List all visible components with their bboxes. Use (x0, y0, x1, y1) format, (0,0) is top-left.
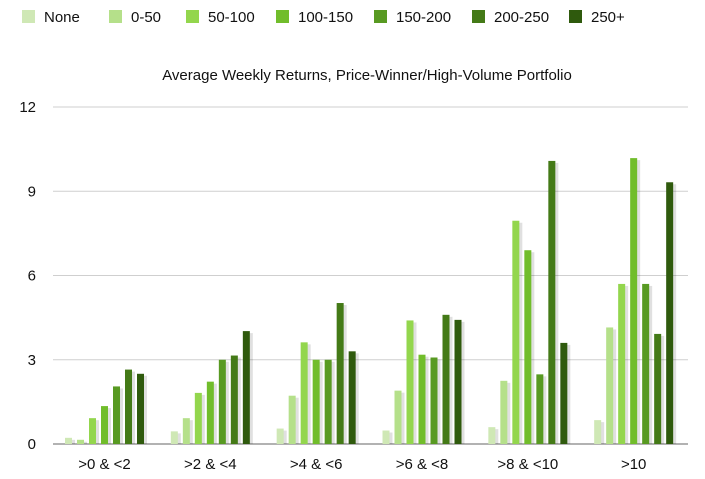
bar (182, 418, 190, 444)
bar (488, 427, 496, 444)
bar (324, 359, 332, 444)
legend-label: 250+ (591, 9, 625, 26)
legend-label: 100-150 (298, 9, 353, 26)
legend-label: 0-50 (131, 9, 161, 26)
legend-swatch (109, 10, 122, 23)
bar (642, 283, 650, 444)
bar (170, 431, 178, 444)
legend: None 0-50 50-100 100-150 150-200 200-250 250+ (22, 9, 625, 26)
bar (536, 374, 544, 444)
legend-swatch (186, 10, 199, 23)
bar (206, 381, 214, 444)
legend-label: 50-100 (208, 9, 255, 26)
bar (524, 250, 532, 444)
bar (394, 390, 402, 444)
bar (242, 331, 250, 444)
bar (312, 359, 320, 444)
bar (336, 303, 344, 444)
bar (113, 386, 120, 444)
bar (65, 437, 72, 444)
x-tick-label: >4 & <6 (290, 456, 343, 473)
legend-label: None (44, 9, 80, 26)
bar (194, 392, 202, 444)
bar (406, 320, 414, 444)
legend-swatch (22, 10, 35, 23)
bar (560, 342, 568, 444)
legend-item: 100-150 (276, 9, 353, 26)
legend-item: 200-250 (472, 9, 549, 26)
legend-label: 200-250 (494, 9, 549, 26)
bar (666, 182, 674, 444)
legend-item: None (22, 9, 80, 26)
bar (348, 351, 356, 444)
bar (654, 333, 662, 444)
bar (77, 439, 84, 444)
legend-item: 250+ (569, 9, 625, 26)
bar (137, 373, 144, 444)
x-tick-label: >6 & <8 (396, 456, 449, 473)
legend-item: 0-50 (109, 9, 161, 26)
bar (512, 220, 520, 444)
y-tick-label: 6 (28, 268, 36, 285)
bar (454, 319, 462, 444)
legend-item: 50-100 (186, 9, 255, 26)
legend-swatch (569, 10, 582, 23)
bar (430, 357, 438, 444)
legend-label: 150-200 (396, 9, 451, 26)
x-tick-label: >10 (621, 456, 646, 473)
bar (230, 355, 238, 444)
bar (288, 395, 296, 444)
bar (276, 428, 284, 444)
y-tick-label: 9 (28, 183, 36, 200)
bar (89, 418, 96, 444)
bar (218, 359, 226, 444)
y-axis-ticks: 0 3 6 9 12 (19, 99, 36, 453)
legend-item: 150-200 (374, 9, 451, 26)
grid (53, 106, 688, 445)
legend-swatch (472, 10, 485, 23)
bar (630, 158, 638, 444)
bar (500, 380, 508, 444)
x-tick-label: >8 & <10 (497, 456, 558, 473)
bars (65, 158, 677, 445)
legend-swatch (374, 10, 387, 23)
legend-swatch (276, 10, 289, 23)
bar (618, 283, 626, 444)
bar (442, 314, 450, 444)
bar (418, 354, 426, 444)
bar (382, 430, 390, 444)
bar (606, 327, 614, 444)
chart-title: Average Weekly Returns, Price-Winner/Hig… (162, 67, 572, 84)
bar (594, 420, 602, 444)
bar (125, 369, 132, 444)
bar (548, 160, 556, 445)
bar (101, 406, 108, 444)
x-tick-label: >0 & <2 (78, 456, 131, 473)
y-tick-label: 3 (28, 352, 36, 369)
y-tick-label: 12 (19, 99, 36, 116)
y-tick-label: 0 (28, 436, 36, 453)
bar (300, 342, 308, 444)
x-axis-ticks: >0 & <2 >2 & <4 >4 & <6 >6 & <8 >8 & <10 >10 (78, 456, 646, 473)
x-tick-label: >2 & <4 (184, 456, 237, 473)
